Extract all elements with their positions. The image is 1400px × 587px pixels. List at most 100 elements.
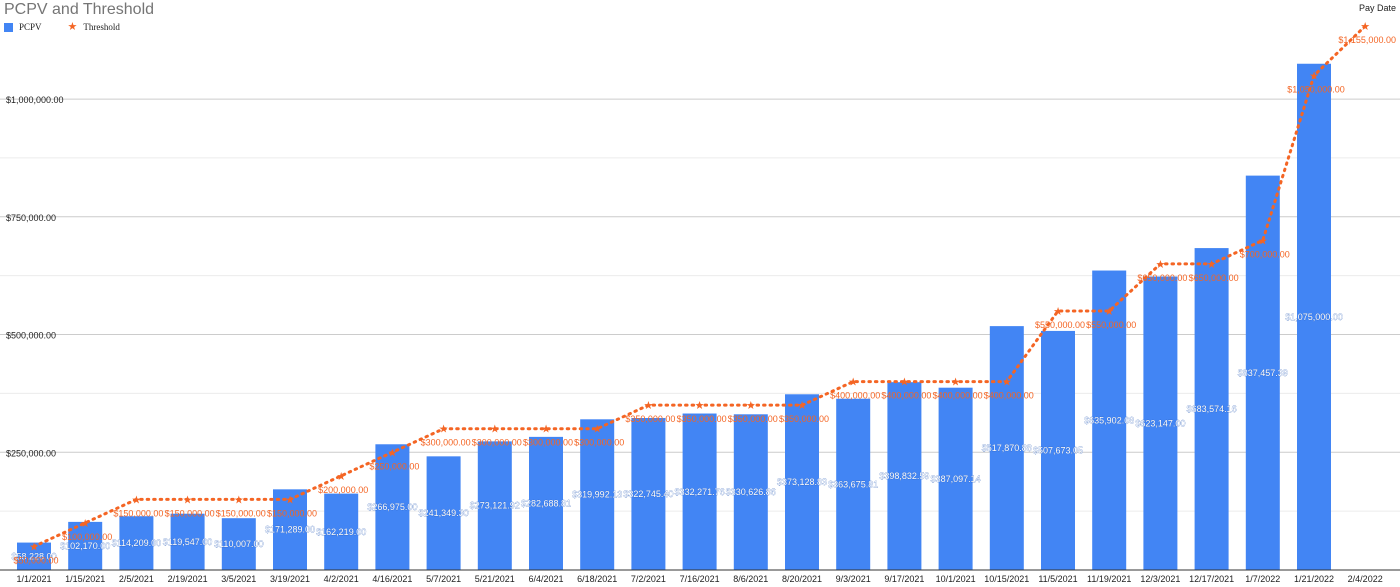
bar-pcpv [477, 441, 512, 570]
threshold-star-icon: ★ [1155, 259, 1165, 271]
x-tick-label: 3/19/2021 [270, 574, 310, 584]
threshold-line [32, 24, 1367, 548]
legend-swatch-pcpv [4, 22, 13, 32]
threshold-data-label: $350,000.00 [779, 414, 829, 424]
x-tick-label: 3/5/2021 [221, 574, 256, 584]
bar-data-label: $282,688.81 [521, 498, 571, 508]
bar-pcpv [529, 436, 563, 570]
bar-pcpv [580, 419, 615, 570]
x-tick-label: 8/6/2021 [733, 574, 768, 584]
bar-data-label: $330,626.86 [726, 487, 776, 497]
bar-data-label: $623,147.00 [1135, 418, 1185, 428]
x-tick-label: 7/2/2021 [631, 574, 666, 584]
bar-pcpv [1245, 175, 1280, 570]
bar-data-label: $102,170.00 [60, 541, 110, 551]
bar-data-label: $322,745.40 [623, 489, 673, 499]
threshold-star-icon: ★ [183, 494, 193, 506]
x-tick-label: 5/7/2021 [426, 574, 461, 584]
threshold-data-label: $650,000.00 [1189, 273, 1239, 283]
bar-data-label: $517,870.88 [982, 443, 1032, 453]
threshold-star-icon: ★ [951, 377, 961, 389]
threshold-data-label: $400,000.00 [933, 391, 983, 401]
bar-data-label: $507,673.05 [1033, 445, 1083, 455]
threshold-star-icon: ★ [490, 424, 500, 436]
x-tick-label: 11/5/2021 [1038, 574, 1077, 584]
bar-data-label: $266,975.00 [367, 502, 417, 512]
y-tick-label: $500,000.00 [6, 331, 56, 341]
bar-pcpv [170, 513, 205, 570]
threshold-data-label: $650,000.00 [1137, 273, 1187, 283]
bar-pcpv [887, 382, 922, 570]
bar-data-label: $162,219.00 [316, 527, 366, 537]
threshold-data-label: $250,000.00 [369, 461, 419, 471]
y-tick-label: $1,000,000.00 [6, 95, 64, 105]
x-axis-title: Pay Date [1358, 3, 1396, 13]
threshold-data-label: $150,000.00 [113, 508, 163, 518]
threshold-data-label: $300,000.00 [574, 438, 624, 448]
bar-pcpv [1297, 63, 1331, 570]
bar-data-label: $373,128.83 [777, 477, 827, 487]
threshold-data-label: $400,000.00 [830, 391, 880, 401]
bar-pcpv [1041, 330, 1075, 570]
legend-star-icon: ★ [67, 20, 78, 33]
threshold-data-label: $350,000.00 [728, 414, 778, 424]
x-tick-label: 6/4/2021 [528, 574, 563, 584]
x-tick-label: 2/5/2021 [119, 574, 154, 584]
x-tick-label: 1/7/2022 [1245, 574, 1280, 584]
threshold-data-label: $150,000.00 [267, 508, 317, 518]
threshold-star-icon: ★ [285, 494, 295, 506]
bar-pcpv [631, 418, 666, 570]
x-tick-label: 1/15/2021 [65, 574, 105, 584]
threshold-star-icon: ★ [80, 518, 90, 530]
threshold-star-icon: ★ [1258, 235, 1268, 247]
threshold-data-label: $400,000.00 [984, 391, 1034, 401]
x-tick-label: 2/19/2021 [168, 574, 208, 584]
threshold-star-icon: ★ [234, 494, 244, 506]
bar-pcpv [221, 518, 256, 570]
bar-pcpv [119, 516, 154, 570]
threshold-star-icon: ★ [1360, 21, 1370, 33]
x-tick-label: 5/21/2021 [475, 574, 515, 584]
bar-pcpv [785, 394, 819, 570]
x-tick-label: 9/3/2021 [836, 574, 871, 584]
x-tick-label: 1/21/2022 [1294, 574, 1334, 584]
threshold-star-icon: ★ [439, 424, 449, 436]
bar-data-label: $398,832.59 [879, 471, 929, 481]
x-tick-label: 9/17/2021 [884, 574, 924, 584]
bar-pcpv [68, 521, 103, 570]
legend: PCPV ★ Threshold [4, 20, 120, 33]
bar-data-label: $1,075,000.00 [1285, 312, 1343, 322]
threshold-star-icon: ★ [1053, 306, 1063, 318]
bar-pcpv [938, 387, 973, 570]
x-tick-label: 11/19/2021 [1087, 574, 1131, 584]
threshold-data-label: $350,000.00 [677, 414, 727, 424]
x-tick-label: 6/18/2021 [577, 574, 617, 584]
x-tick-label: 12/17/2021 [1189, 574, 1234, 584]
threshold-star-icon: ★ [899, 377, 909, 389]
bar-pcpv [324, 493, 359, 570]
threshold-star-icon: ★ [541, 424, 551, 436]
bar-data-label: $332,271.76 [675, 487, 725, 497]
x-tick-label: 8/20/2021 [782, 574, 822, 584]
bar-pcpv [682, 413, 717, 570]
y-tick-label: $250,000.00 [6, 448, 56, 458]
bar-data-label: $363,675.81 [828, 479, 878, 489]
legend-label-pcpv: PCPV [19, 22, 42, 32]
threshold-star-icon: ★ [643, 400, 653, 412]
chart-title: PCPV and Threshold [4, 1, 155, 18]
threshold-data-label: $1,155,000.00 [1338, 35, 1396, 45]
threshold-data-label: $300,000.00 [421, 438, 471, 448]
threshold-star-icon: ★ [797, 400, 807, 412]
bar-data-label: $387,097.14 [931, 474, 981, 484]
threshold-data-label: $550,000.00 [1086, 320, 1136, 330]
bar-data-label: $683,574.16 [1187, 404, 1237, 414]
bar-pcpv [273, 489, 307, 570]
threshold-star-icon: ★ [592, 424, 602, 436]
threshold-data-label: $150,000.00 [165, 508, 215, 518]
threshold-data-label: $400,000.00 [881, 391, 931, 401]
bar-data-label: $58,228.00 [11, 551, 56, 561]
x-tick-label: 12/3/2021 [1140, 574, 1180, 584]
threshold-data-label: $100,000.00 [62, 532, 112, 542]
x-tick-label: 10/15/2021 [984, 574, 1029, 584]
